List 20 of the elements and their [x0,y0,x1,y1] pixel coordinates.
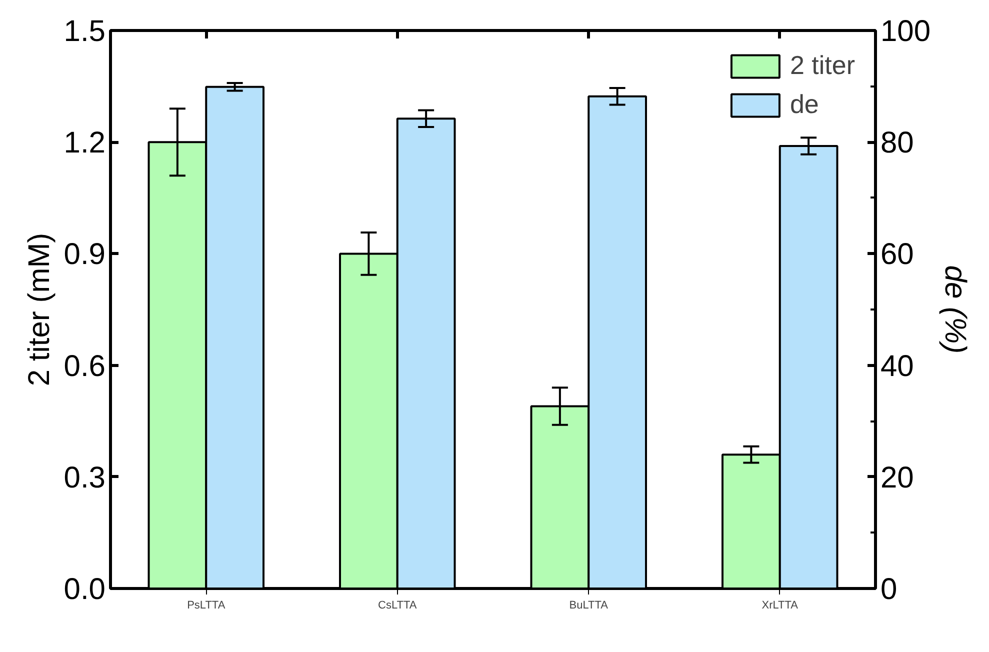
y-tick-label: 1.2 [64,126,106,160]
x-tick-label: XrLTTA [762,600,799,612]
y-tick-label: 0.3 [64,461,106,494]
y-tick-label: 0.0 [64,573,106,606]
y2-axis-title: de (%) [938,265,972,354]
y2-tick-label: 0 [880,573,898,606]
y2-tick-label: 80 [880,126,914,160]
y-tick-label: 1.5 [64,15,106,48]
legend-label: 2 titer [790,50,855,81]
y2-tick-label: 100 [880,15,931,48]
y2-tick-label: 20 [880,461,914,494]
y2-tick-label: 60 [880,238,914,272]
y-tick-label: 0.6 [64,350,106,383]
x-tick-label: PsLTTA [187,600,226,612]
y-tick-label: 0.9 [64,238,106,272]
x-tick-label: BuLTTA [569,600,609,612]
y2-tick-label: 40 [880,350,914,383]
legend-label: de [790,89,819,120]
y-axis-title: 2 titer (mM) [22,232,56,386]
x-tick-label: CsLTTA [378,600,418,612]
